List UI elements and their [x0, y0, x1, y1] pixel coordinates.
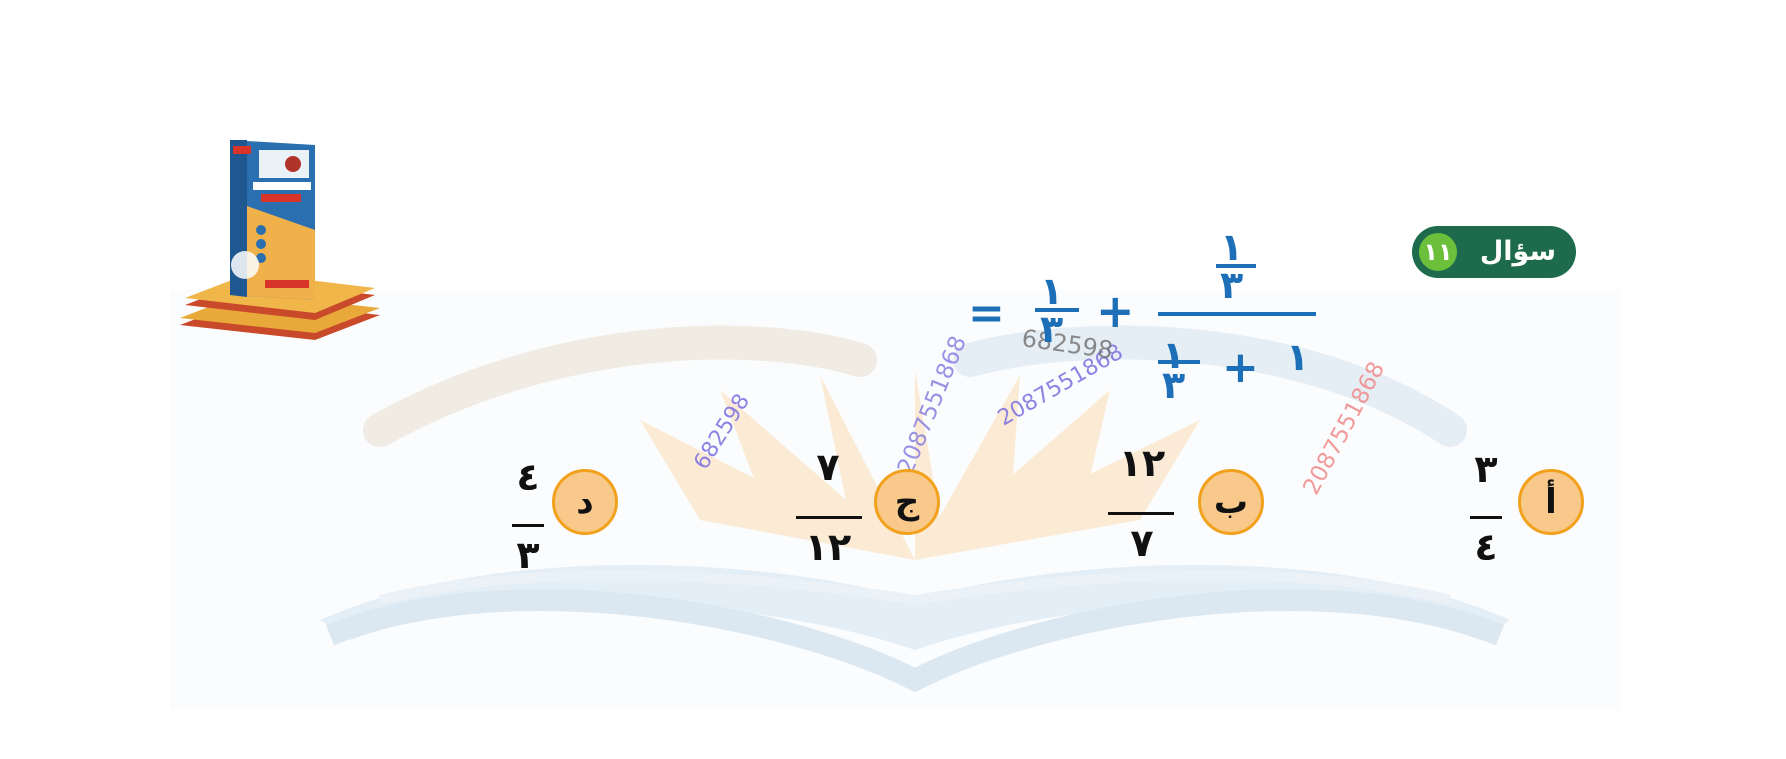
bottom-numerator: ١	[1162, 333, 1186, 377]
option-c-numerator: ٧	[816, 445, 840, 489]
option-d-circle[interactable]: د	[552, 469, 618, 535]
equals-sign: =	[968, 288, 1005, 339]
watermark-number: 2087551868	[1298, 357, 1391, 500]
watermark-number: 682598	[689, 389, 756, 475]
top-numerator: ١	[1220, 225, 1244, 269]
option-a-fraction-bar	[1470, 516, 1502, 519]
bottom-plus-sign: +	[1222, 342, 1259, 393]
small-fraction-bar	[1216, 264, 1256, 268]
main-fraction-bar	[1158, 312, 1316, 316]
option-a-circle[interactable]: أ	[1518, 469, 1584, 535]
option-b-denominator: ٧	[1130, 521, 1154, 565]
question-badge: ١١ سؤال	[1412, 226, 1576, 278]
option-c-circle[interactable]: ج	[874, 469, 940, 535]
option-d-fraction-bar	[512, 524, 544, 527]
right-denominator: ٣	[1040, 307, 1064, 351]
option-c-denominator: ١٢	[804, 525, 852, 569]
small-fraction-bar	[1158, 360, 1200, 364]
bottom-whole: ١	[1286, 335, 1310, 379]
option-c-fraction-bar	[796, 516, 862, 519]
option-a-numerator: ٣	[1474, 447, 1498, 491]
small-fraction-bar	[1035, 308, 1079, 312]
question-number: ١١	[1416, 230, 1460, 274]
plus-sign: +	[1096, 284, 1135, 338]
option-d-denominator: ٣	[516, 533, 540, 577]
option-b-numerator: ١٢	[1118, 441, 1166, 485]
bottom-denominator: ٣	[1162, 363, 1186, 407]
watermark-number: 2087551868	[892, 332, 972, 478]
book-cover-image	[180, 140, 380, 340]
top-denominator: ٣	[1220, 263, 1244, 307]
option-a-denominator: ٤	[1474, 525, 1498, 569]
option-d-numerator: ٤	[516, 455, 540, 499]
option-b-circle[interactable]: ب	[1198, 469, 1264, 535]
option-b-fraction-bar	[1108, 512, 1174, 515]
right-numerator: ١	[1040, 269, 1064, 313]
question-label: سؤال	[1479, 236, 1556, 267]
